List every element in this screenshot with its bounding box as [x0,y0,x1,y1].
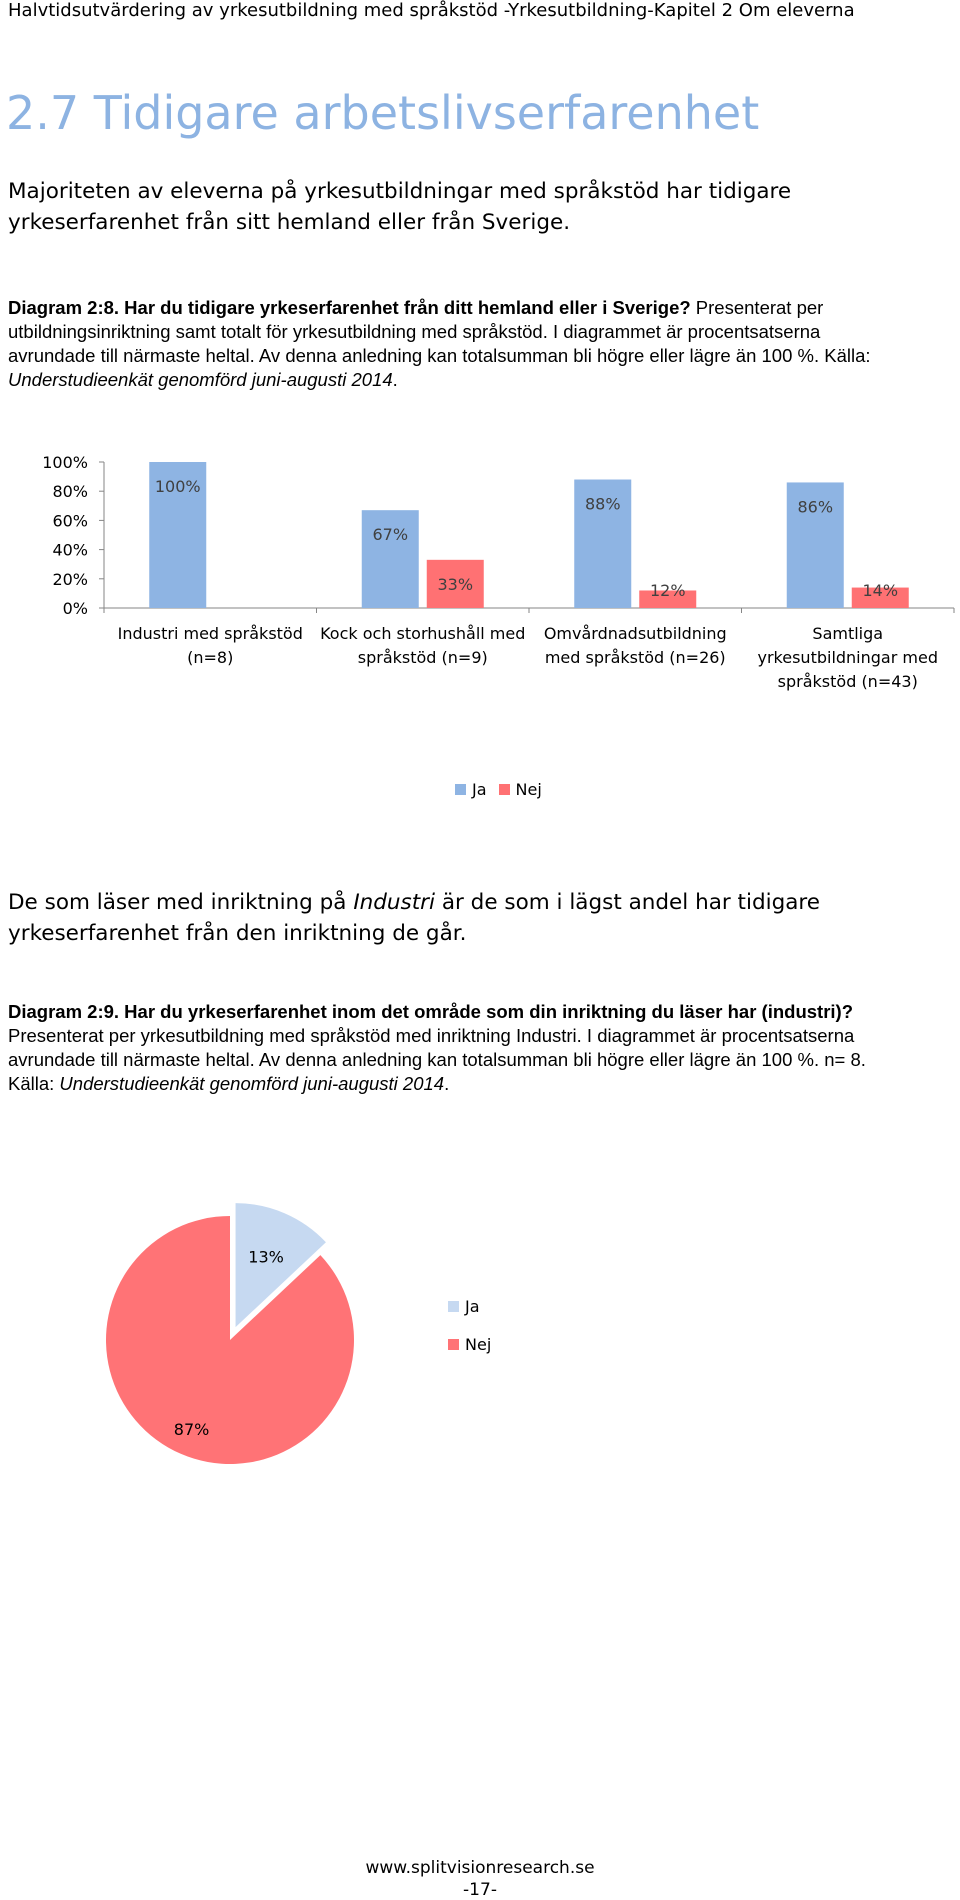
footer-website: www.splitvisionresearch.se [365,1858,595,1878]
data-label: 12% [650,581,686,600]
caption-text: Presenterat per yrkesutbildning med språ… [8,1025,866,1094]
running-header: Halvtidsutvärdering av yrkesutbildning m… [8,0,855,21]
bar-ja [574,479,632,608]
y-tick-label: 20% [52,570,88,589]
caption-source: Understudieenkät genomförd juni-augusti … [8,369,393,390]
y-tick-label: 100% [42,453,88,472]
category-label: Kock och storhushåll med [320,624,525,643]
pie-slice-ja [235,1203,326,1328]
category-label: Omvårdnadsutbildning [544,624,727,643]
category-label: Samtliga [812,624,883,643]
legend-item-nej: Nej [448,1335,491,1354]
bar-chart-legend: Ja Nej [455,780,542,799]
legend-swatch-ja [455,784,466,795]
bar-ja [149,462,207,608]
pie-label: 13% [248,1248,284,1267]
y-tick-label: 40% [52,541,88,560]
bar-nej [851,587,909,608]
legend-label-nej: Nej [515,780,542,799]
pie-slice-nej [105,1216,354,1464]
caption-end: . [392,369,398,390]
data-label: 14% [862,581,898,600]
y-tick-label: 80% [52,482,88,501]
category-label: Industri med språkstöd [118,624,303,643]
y-tick-label: 0% [63,599,88,618]
category-label: språkstöd (n=43) [778,672,918,691]
bar-ja [361,510,419,608]
caption-source: Understudieenkät genomförd juni-augusti … [59,1073,445,1094]
pie-chart-legend: Ja Nej [448,1297,491,1354]
section-title: 2.7 Tidigare arbetslivserfarenhet [6,86,760,140]
data-label: 100% [155,477,201,496]
legend-item-nej: Nej [498,780,542,799]
pie-chart: 13% 87% [105,1203,354,1464]
caption-bold: Diagram 2:9. Har du yrkeserfarenhet inom… [8,1001,854,1022]
diagram-2-9-caption: Diagram 2:9. Har du yrkeserfarenhet inom… [8,1000,888,1096]
legend-item-ja: Ja [455,780,487,799]
page-number: -17- [463,1880,497,1900]
intro-paragraph: Majoriteten av eleverna på yrkesutbildni… [8,179,792,235]
bar-nej [426,559,484,608]
caption-bold: Diagram 2:8. Har du tidigare yrkeserfare… [8,297,691,318]
pie-label: 87% [174,1420,210,1439]
data-label: 86% [797,497,833,516]
data-label: 67% [372,525,408,544]
data-label: 88% [585,495,621,514]
legend-swatch-ja [448,1301,459,1312]
caption-end: . [444,1073,450,1094]
caption-text: Presenterat per utbildningsinriktning sa… [8,297,871,366]
legend-label-ja: Ja [472,780,487,799]
para-after: är de som i lägst andel har tidigare yrk… [8,890,820,946]
legend-swatch-nej [448,1339,459,1350]
category-label: (n=8) [187,648,233,667]
para-italic: Industri [353,890,435,915]
y-tick-label: 60% [52,511,88,530]
category-label: med språkstöd (n=26) [545,648,726,667]
legend-label-nej: Nej [465,1335,492,1354]
industri-paragraph: De som läser med inriktning på Industri … [8,887,908,949]
para-before: De som läser med inriktning på [8,890,354,915]
legend-item-ja: Ja [448,1297,491,1316]
category-label: språkstöd (n=9) [358,648,488,667]
bar-ja [786,482,844,608]
category-label: yrkesutbildningar med [758,648,938,667]
legend-label-ja: Ja [465,1297,480,1316]
diagram-2-8-caption: Diagram 2:8. Har du tidigare yrkeserfare… [8,296,888,392]
legend-swatch-nej [498,784,510,795]
data-label: 33% [437,575,473,594]
bar-nej [639,590,697,608]
bar-chart: 0% 20% 40% 60% 80% 100% 100% Industri med språk… [42,453,955,691]
